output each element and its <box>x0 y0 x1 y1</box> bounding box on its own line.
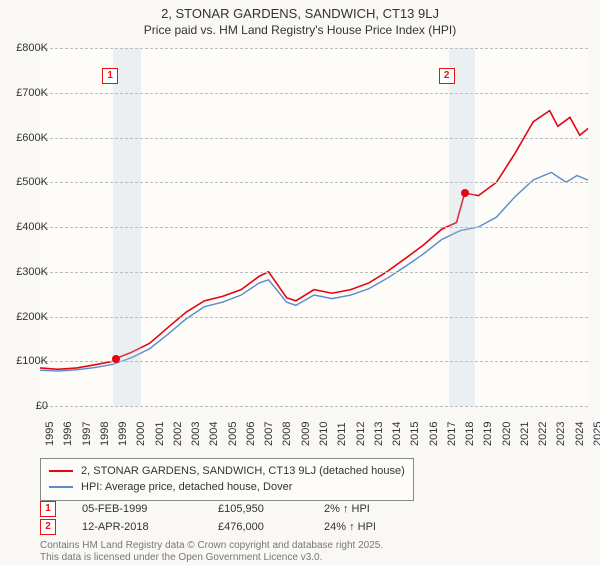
x-tick-label: 2010 <box>318 422 330 446</box>
transaction-date: 12-APR-2018 <box>82 521 192 533</box>
transaction-pct: 24% ↑ HPI <box>324 521 376 533</box>
footnote-line1: Contains HM Land Registry data © Crown c… <box>40 540 383 552</box>
x-tick-label: 1999 <box>117 422 129 446</box>
chart-title: 2, STONAR GARDENS, SANDWICH, CT13 9LJ <box>0 6 600 21</box>
x-tick-label: 2017 <box>446 422 458 446</box>
x-tick-label: 2009 <box>300 422 312 446</box>
transaction-row: 2 12-APR-2018 £476,000 24% ↑ HPI <box>40 518 376 536</box>
x-tick-label: 2001 <box>154 422 166 446</box>
footnote-line2: This data is licensed under the Open Gov… <box>40 552 383 564</box>
y-tick-label: £700K <box>16 87 48 99</box>
y-tick-label: £500K <box>16 176 48 188</box>
x-tick-label: 2004 <box>208 422 220 446</box>
x-tick-label: 2007 <box>263 422 275 446</box>
x-tick-label: 1996 <box>62 422 74 446</box>
x-tick-label: 2000 <box>135 422 147 446</box>
legend-box: 2, STONAR GARDENS, SANDWICH, CT13 9LJ (d… <box>40 458 414 501</box>
data-point-dot <box>461 189 469 197</box>
x-tick-label: 1997 <box>81 422 93 446</box>
x-tick-label: 2019 <box>482 422 494 446</box>
legend-swatch <box>49 486 73 488</box>
x-tick-label: 2023 <box>555 422 567 446</box>
transaction-pct: 2% ↑ HPI <box>324 503 370 515</box>
x-axis: 1995 1996 1997 1998 1999 2000 2001 2002 2003 2004… <box>40 406 588 456</box>
x-tick-label: 2022 <box>537 422 549 446</box>
shaded-period <box>113 48 141 406</box>
x-tick-label: 1998 <box>99 422 111 446</box>
x-tick-label: 2025 <box>592 422 600 446</box>
legend-row: HPI: Average price, detached house, Dove… <box>49 479 405 495</box>
x-tick-label: 2013 <box>373 422 385 446</box>
transaction-date: 05-FEB-1999 <box>82 503 192 515</box>
x-tick-label: 1995 <box>44 422 56 446</box>
y-tick-label: £300K <box>16 266 48 278</box>
transaction-row: 1 05-FEB-1999 £105,950 2% ↑ HPI <box>40 500 376 518</box>
x-tick-label: 2006 <box>245 422 257 446</box>
legend-text: HPI: Average price, detached house, Dove… <box>81 481 292 493</box>
legend-row: 2, STONAR GARDENS, SANDWICH, CT13 9LJ (d… <box>49 463 405 479</box>
data-point-dot <box>112 355 120 363</box>
transaction-price: £476,000 <box>218 521 298 533</box>
y-tick-label: £200K <box>16 311 48 323</box>
x-tick-label: 2011 <box>336 422 348 446</box>
x-tick-label: 2018 <box>464 422 476 446</box>
callout-marker: 1 <box>102 68 118 84</box>
transaction-price: £105,950 <box>218 503 298 515</box>
footnote: Contains HM Land Registry data © Crown c… <box>40 540 383 564</box>
x-tick-label: 2021 <box>519 422 531 446</box>
callout-marker: 2 <box>439 68 455 84</box>
chart-container: 2, STONAR GARDENS, SANDWICH, CT13 9LJ Pr… <box>0 6 600 566</box>
transaction-marker: 1 <box>40 501 56 517</box>
x-tick-label: 2016 <box>428 422 440 446</box>
x-tick-label: 2012 <box>355 422 367 446</box>
x-tick-label: 2024 <box>574 422 586 446</box>
x-tick-label: 2003 <box>190 422 202 446</box>
y-tick-label: £0 <box>36 400 48 412</box>
transaction-table: 1 05-FEB-1999 £105,950 2% ↑ HPI 2 12-APR-2018… <box>40 500 376 536</box>
y-tick-label: £400K <box>16 221 48 233</box>
x-tick-label: 2014 <box>391 422 403 446</box>
y-tick-label: £600K <box>16 132 48 144</box>
x-tick-label: 2002 <box>172 422 184 446</box>
shaded-period <box>449 48 474 406</box>
chart-plot-area: 12 <box>40 48 588 406</box>
y-tick-label: £800K <box>16 42 48 54</box>
transaction-marker: 2 <box>40 519 56 535</box>
x-tick-label: 2020 <box>501 422 513 446</box>
x-tick-label: 2008 <box>281 422 293 446</box>
legend-text: 2, STONAR GARDENS, SANDWICH, CT13 9LJ (d… <box>81 465 405 477</box>
x-tick-label: 2015 <box>409 422 421 446</box>
x-tick-label: 2005 <box>227 422 239 446</box>
y-tick-label: £100K <box>16 355 48 367</box>
legend-swatch <box>49 470 73 472</box>
chart-subtitle: Price paid vs. HM Land Registry's House … <box>0 23 600 37</box>
